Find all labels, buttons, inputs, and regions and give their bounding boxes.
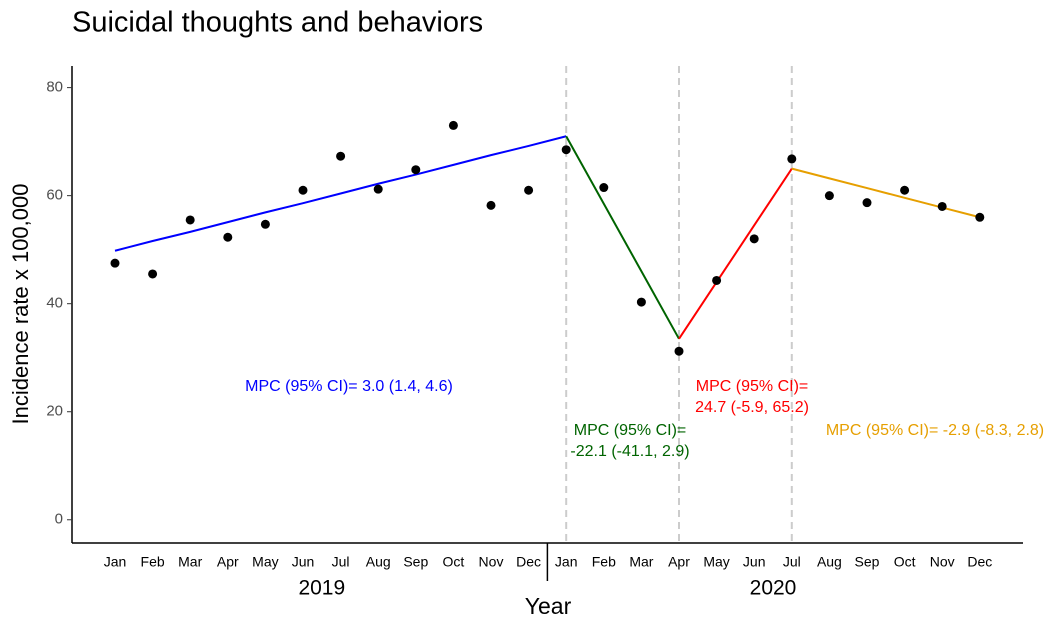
trend-line xyxy=(114,135,567,252)
x-tick-label: Jan xyxy=(104,554,127,570)
data-point xyxy=(223,232,233,242)
data-point xyxy=(749,234,759,244)
data-point xyxy=(110,258,120,268)
x-tick-label: May xyxy=(703,554,729,570)
x-tick-label: Mar xyxy=(178,554,202,570)
data-point xyxy=(336,151,346,161)
y-tick-label: 40 xyxy=(46,295,63,312)
x-tick-label: Jun xyxy=(292,554,315,570)
x-tick-label: Sep xyxy=(855,554,880,570)
x-tick-label: Nov xyxy=(930,554,955,570)
data-point xyxy=(636,297,646,307)
annotation: -22.1 (-41.1, 2.9) xyxy=(570,443,689,460)
data-point xyxy=(298,185,308,195)
data-point xyxy=(148,269,158,279)
trend-line xyxy=(565,135,680,340)
x-tick-label: Apr xyxy=(668,554,690,570)
trend-line xyxy=(791,167,981,219)
x-tick-label: Aug xyxy=(817,554,842,570)
x-tick-label: Oct xyxy=(443,554,465,570)
annotation: 24.7 (-5.9, 65.2) xyxy=(695,399,809,416)
data-point xyxy=(524,185,534,195)
data-point xyxy=(787,154,797,164)
x-tick-label: Mar xyxy=(629,554,653,570)
chart-title: Suicidal thoughts and behaviors xyxy=(72,7,483,39)
data-point xyxy=(486,200,496,210)
data-point xyxy=(448,120,458,130)
annotation: MPC (95% CI)= xyxy=(696,378,808,395)
data-point xyxy=(937,201,947,211)
data-point xyxy=(599,183,609,193)
data-point xyxy=(561,145,571,155)
x-tick-label: Sep xyxy=(403,554,428,570)
x-tick-label: Dec xyxy=(516,554,541,570)
x-tick-label: Feb xyxy=(141,554,165,570)
x-tick-label: Aug xyxy=(366,554,391,570)
data-point xyxy=(975,212,985,222)
annotation: MPC (95% CI)= -2.9 (-8.3, 2.8) xyxy=(826,422,1044,439)
data-point xyxy=(260,219,270,229)
data-point xyxy=(373,184,383,194)
data-point xyxy=(185,215,195,225)
x-tick-label: May xyxy=(252,554,278,570)
data-point xyxy=(411,165,421,175)
data-point xyxy=(712,275,722,285)
x-group-label: 2019 xyxy=(298,577,345,600)
x-tick-label: Jul xyxy=(332,554,350,570)
y-tick-label: 0 xyxy=(55,511,63,528)
y-tick-label: 20 xyxy=(46,403,63,420)
x-tick-label: Nov xyxy=(479,554,504,570)
y-axis-label: Incidence rate x 100,000 xyxy=(8,184,33,425)
x-tick-label: Oct xyxy=(894,554,916,570)
data-point xyxy=(674,346,684,356)
x-tick-label: Feb xyxy=(592,554,616,570)
x-tick-label: Jul xyxy=(783,554,801,570)
data-point xyxy=(824,191,834,201)
x-group-label: 2020 xyxy=(750,577,797,600)
y-tick-label: 80 xyxy=(46,79,63,96)
x-tick-label: Jan xyxy=(555,554,578,570)
y-tick-label: 60 xyxy=(46,187,63,204)
data-point xyxy=(900,185,910,195)
data-point xyxy=(862,198,872,208)
x-tick-label: Dec xyxy=(967,554,992,570)
x-tick-label: Apr xyxy=(217,554,239,570)
trend-line xyxy=(678,168,793,340)
x-axis-label: Year xyxy=(525,593,572,619)
x-tick-label: Jun xyxy=(743,554,766,570)
annotation: MPC (95% CI)= 3.0 (1.4, 4.6) xyxy=(245,378,453,395)
annotation: MPC (95% CI)= xyxy=(574,422,686,439)
